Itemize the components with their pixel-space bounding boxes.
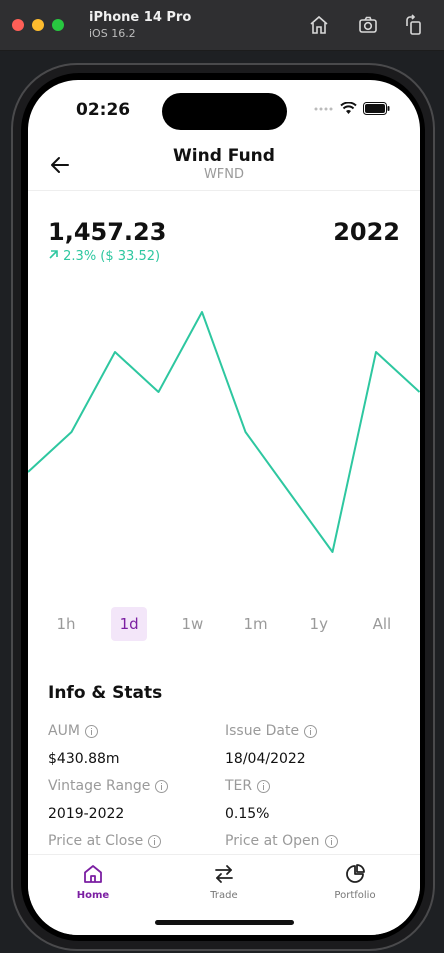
dynamic-island [162,93,287,130]
info-icon[interactable] [324,834,338,848]
fund-ticker: WFND [203,167,245,182]
wifi-icon [340,102,357,114]
tab-home[interactable]: Home [48,863,138,909]
price-at-open-label-text: Price at Open [225,833,320,849]
phone-screen: 02:26 Wind Fund WFND 1,457.23 2.3% ($ 33… [28,80,420,935]
swap-arrows-icon [215,865,233,883]
info-icon[interactable] [84,724,98,738]
price-at-open-label: Price at Open [225,833,338,849]
screenshot-icon [359,16,377,33]
tab-trade-label: Trade [210,890,238,901]
info-icon[interactable] [155,779,169,793]
info-icon[interactable] [304,724,318,738]
selected-year: 2022 [333,218,400,246]
range-1h[interactable]: 1h [56,615,76,633]
ter-label: TER [225,778,271,794]
info-icon[interactable] [257,779,271,793]
time-range-selector: 1h 1d 1w 1m 1y All [48,606,400,642]
price-change-value: 2.3% ($ 33.52) [63,249,161,264]
aum-value: $430.88m [48,751,120,767]
os-version: iOS 16.2 [89,27,136,40]
info-stats-title: Info & Stats [48,683,163,703]
price-change: 2.3% ($ 33.52) [48,249,160,264]
fund-name: Wind Fund [173,146,275,166]
ter-label-text: TER [225,778,253,794]
home-icon [310,15,328,34]
screenshot-button[interactable] [356,12,382,38]
vintage-range-label: Vintage Range [48,778,169,794]
battery-icon [363,102,390,115]
ter-value: 0.15% [225,806,270,822]
price-line-chart[interactable] [28,280,420,600]
price-at-close-label-text: Price at Close [48,833,144,849]
range-all[interactable]: All [372,615,392,633]
pie-chart-icon [346,864,365,883]
home-button[interactable] [306,12,332,38]
price-at-close-label: Price at Close [48,833,162,849]
status-time: 02:26 [76,100,131,120]
aum-label-text: AUM [48,723,80,739]
simulator-title-bar: iPhone 14 Pro iOS 16.2 [0,0,444,51]
arrow-up-right-icon [49,250,58,259]
aum-label: AUM [48,723,98,739]
signal-icon [314,107,333,110]
minimize-window-button[interactable] [32,19,44,31]
tab-home-label: Home [76,890,110,901]
fund-header: Wind Fund WFND [28,140,420,191]
fund-price: 1,457.23 [48,218,167,246]
chart-plot-area [28,311,420,553]
tab-portfolio[interactable]: Portfolio [310,863,400,909]
issue-date-value: 18/04/2022 [225,751,306,767]
range-1w[interactable]: 1w [181,615,204,633]
vintage-range-label-text: Vintage Range [48,778,151,794]
range-1d[interactable]: 1d [111,607,148,641]
home-icon [84,865,102,883]
tab-trade[interactable]: Trade [179,863,269,909]
price-series-line [28,311,420,553]
issue-date-label: Issue Date [225,723,318,739]
range-1y[interactable]: 1y [309,615,328,633]
arrow-left-icon[interactable] [48,153,72,177]
range-1m[interactable]: 1m [243,615,268,633]
issue-date-label-text: Issue Date [225,723,300,739]
vintage-range-value: 2019-2022 [48,806,125,822]
info-icon[interactable] [148,834,162,848]
device-name: iPhone 14 Pro [89,10,192,25]
home-indicator [155,920,294,925]
rotate-icon [406,14,421,35]
close-window-button[interactable] [12,19,24,31]
status-icons [314,102,390,115]
tab-portfolio-label: Portfolio [334,890,376,901]
rotate-button[interactable] [401,12,427,38]
zoom-window-button[interactable] [52,19,64,31]
